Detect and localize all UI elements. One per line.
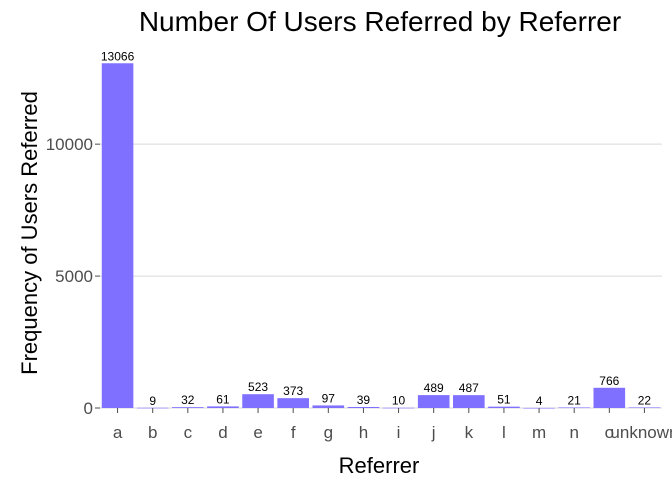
gridlines (100, 143, 662, 409)
bar-k (453, 395, 485, 408)
x-tick-label-o: o (605, 423, 614, 442)
x-tick-label-m: m (532, 423, 546, 442)
data-label-h: 39 (357, 393, 371, 407)
x-tick-label-g: g (324, 423, 333, 442)
bar-j (417, 395, 450, 408)
data-label-i: 10 (392, 394, 406, 408)
y-axis: 0 5000 10000 (46, 135, 100, 418)
bar-n (558, 407, 590, 409)
bar-h (347, 406, 380, 408)
data-label-b: 9 (149, 394, 156, 408)
data-label-a: 13066 (101, 49, 135, 63)
x-tick-label-f: f (291, 423, 296, 442)
data-label-j: 489 (424, 381, 444, 395)
x-tick-label-e: e (253, 423, 262, 442)
y-tick-label: 0 (84, 399, 93, 418)
bar-unknown (628, 407, 661, 409)
x-tick-label-j: j (431, 423, 436, 442)
data-labels: 13066 9 32 61 523 373 97 39 10 489 487 51 4 21 766 22 (101, 49, 652, 408)
data-label-n: 21 (568, 393, 582, 407)
data-label-f: 373 (283, 384, 303, 398)
data-label-d: 61 (216, 392, 230, 406)
data-label-g: 97 (322, 391, 336, 405)
bar-g (312, 405, 345, 408)
x-tick-label-k: k (465, 423, 474, 442)
bar-c (172, 407, 204, 408)
x-tick-label-a: a (113, 423, 123, 442)
x-axis-title: Referrer (339, 453, 420, 478)
data-label-m: 4 (536, 394, 543, 408)
y-axis-title: Frequency of Users Referred (17, 91, 42, 375)
bar-d (207, 406, 239, 408)
bar-l (488, 406, 520, 408)
x-tick-label-h: h (359, 423, 368, 442)
bars (101, 63, 661, 409)
data-label-l: 51 (497, 393, 511, 407)
data-label-unknown: 22 (638, 393, 652, 407)
bar-o (593, 387, 626, 408)
x-tick-label-i: i (397, 423, 401, 442)
x-tick-label-b: b (148, 423, 157, 442)
x-tick-label-l: l (502, 423, 506, 442)
x-tick-label-unknown: unknown (610, 423, 672, 442)
y-tick-label: 10000 (46, 135, 93, 154)
data-label-c: 32 (181, 393, 195, 407)
data-label-o: 766 (599, 374, 619, 388)
data-label-k: 487 (459, 381, 479, 395)
y-tick-label: 5000 (55, 267, 93, 286)
x-tick-label-d: d (218, 423, 227, 442)
chart-title: Number Of Users Referred by Referrer (139, 6, 621, 37)
bar-e (242, 394, 274, 408)
x-tick-label-c: c (184, 423, 193, 442)
bar-a (101, 63, 134, 409)
bar-f (277, 398, 309, 408)
x-tick-label-n: n (569, 423, 578, 442)
data-label-e: 523 (248, 380, 268, 394)
